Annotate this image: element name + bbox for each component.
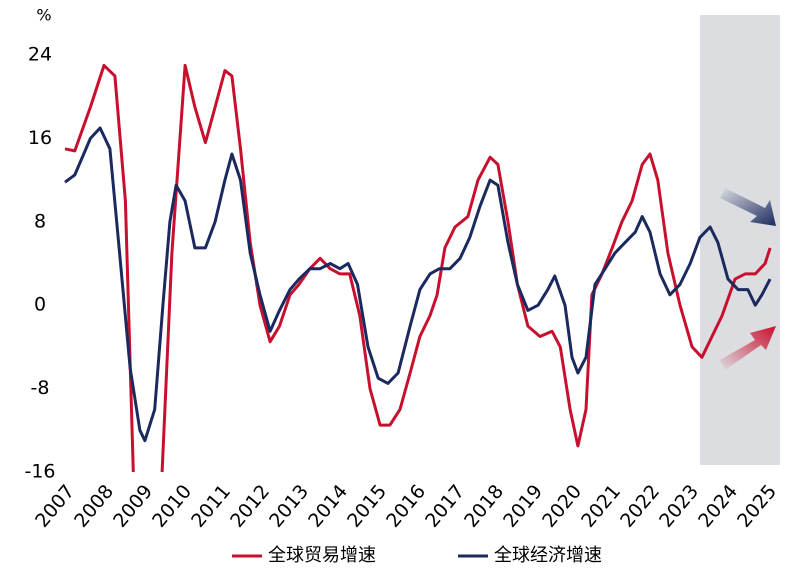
down-arrow xyxy=(720,188,776,226)
x-tick-label: 2018 xyxy=(460,481,508,532)
series-line xyxy=(64,126,772,443)
x-tick-label: 2021 xyxy=(577,481,625,532)
legend: 全球贸易增速 全球经济增速 xyxy=(232,545,602,566)
series-line xyxy=(64,63,772,472)
x-tick-label: 2016 xyxy=(382,481,430,532)
up-arrow xyxy=(720,326,776,370)
x-tick-label: 2015 xyxy=(343,481,391,532)
x-tick-label: 2020 xyxy=(538,481,586,532)
forecast-shade xyxy=(700,15,780,465)
legend-label: 全球经济增速 xyxy=(494,545,602,566)
x-tick-label: 2007 xyxy=(31,481,79,532)
x-tick-label: 2024 xyxy=(694,481,742,532)
y-tick-label: -16 xyxy=(24,461,55,483)
y-tick-label: 0 xyxy=(34,294,46,316)
x-tick-label: 2025 xyxy=(733,481,781,532)
x-tick-label: 2019 xyxy=(499,481,547,532)
x-tick-label: 2013 xyxy=(265,481,313,532)
x-tick-label: 2012 xyxy=(226,481,274,532)
x-tick-label: 2009 xyxy=(109,481,157,532)
y-tick-label: 16 xyxy=(28,127,52,149)
legend-label: 全球贸易增速 xyxy=(268,545,376,566)
x-tick-label: 2017 xyxy=(421,481,469,532)
x-tick-label: 2014 xyxy=(304,481,352,532)
y-tick-label: 8 xyxy=(34,210,46,232)
x-tick-label: 2010 xyxy=(148,481,196,532)
x-tick-label: 2023 xyxy=(655,481,703,532)
y-unit: % xyxy=(36,6,51,25)
x-tick-label: 2008 xyxy=(70,481,118,532)
y-tick-label: -8 xyxy=(31,377,50,399)
plot-area xyxy=(64,63,772,472)
x-tick-label: 2022 xyxy=(616,481,664,532)
x-tick-label: 2011 xyxy=(187,481,235,532)
y-tick-label: 24 xyxy=(28,44,52,66)
